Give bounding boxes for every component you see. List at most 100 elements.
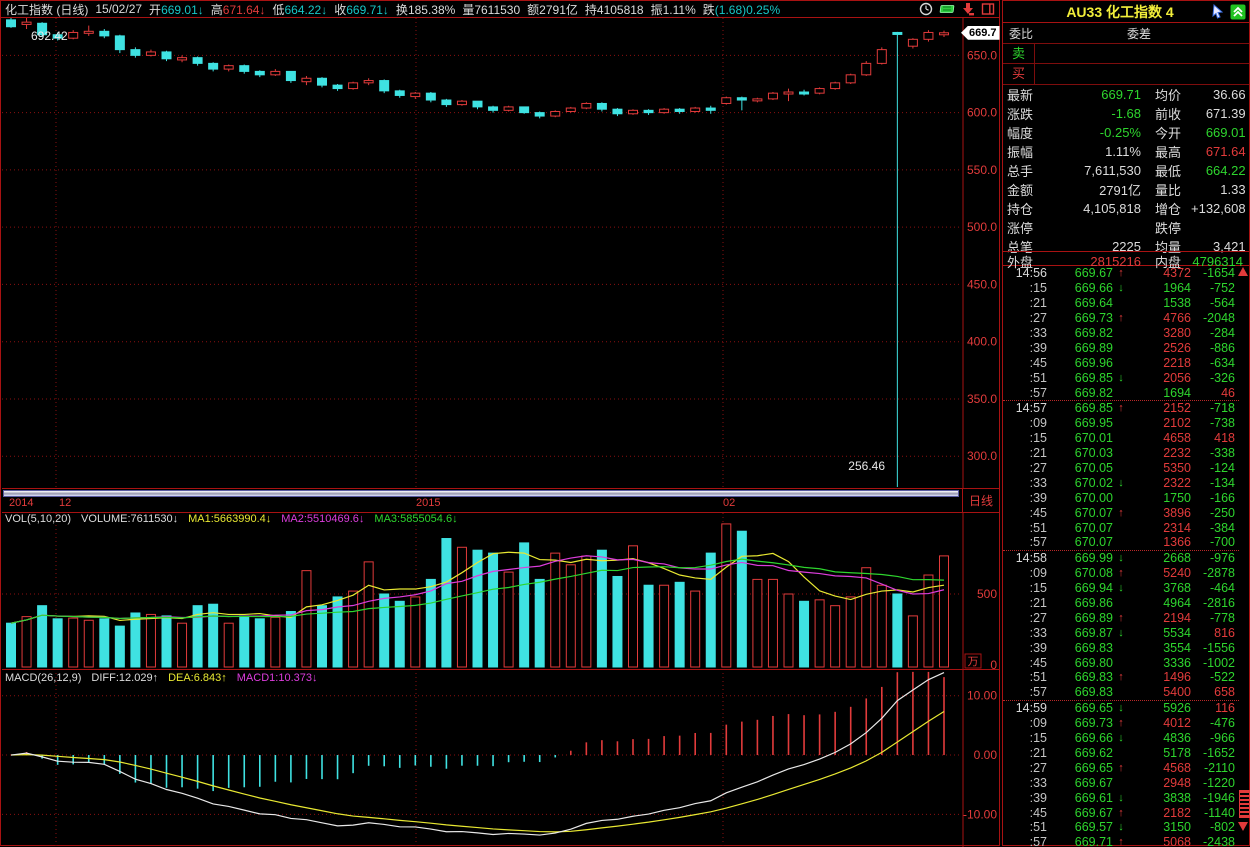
tick-row[interactable]: :57 670.07 1366 -700 [1029, 535, 1235, 550]
svg-text:0.00: 0.00 [974, 748, 998, 762]
x-axis-strip [2, 488, 962, 513]
scrollbar-thumb[interactable] [1239, 790, 1250, 818]
tick-row[interactable]: :51 669.57 ↓ 3150 -802 [1029, 820, 1235, 835]
outer-label: 外盘 [1007, 255, 1034, 270]
tick-row[interactable]: :15 669.66 ↓ 4836 -966 [1029, 731, 1235, 746]
tick-row[interactable]: :39 669.89 2526 -886 [1029, 340, 1235, 355]
clock-icon[interactable] [919, 2, 933, 16]
svg-text:400.0: 400.0 [967, 335, 997, 349]
sell-label: 卖 [1003, 44, 1035, 63]
quote-field: 低664.22↓ [272, 2, 328, 17]
svg-text:450.0: 450.0 [967, 277, 997, 291]
quote-row: 涨停 跌停 [1007, 221, 1182, 236]
volume-chart[interactable]: 500 0万 [1, 513, 1001, 671]
x-axis-label: 2015 [416, 497, 441, 509]
macd-chart[interactable]: 10.00 0.00 -10.00 [1, 669, 1001, 847]
collapse-icon[interactable] [1230, 4, 1246, 20]
svg-text:650.0: 650.0 [967, 48, 997, 62]
tick-row[interactable]: :39 669.61 ↓ 3838 -1946 [1029, 790, 1235, 805]
tick-row[interactable]: :57 669.83 5400 658 [1029, 685, 1235, 700]
tick-row[interactable]: :33 670.02 ↓ 2322 -134 [1029, 475, 1235, 490]
quote-field: 持4105818 [584, 2, 644, 17]
contract-title: AU33 化工指数 4 [1066, 3, 1174, 20]
tick-row[interactable]: :51 670.07 2314 -384 [1029, 520, 1235, 535]
tick-row[interactable]: :15 669.94 ↓ 3768 -464 [1029, 581, 1235, 596]
quote-panel-header: AU33 化工指数 4 [1003, 1, 1249, 23]
tick-row[interactable]: :15 669.66 ↓ 1964 -752 [1029, 281, 1235, 296]
quote-row: 振幅 1.11% 最高 671.64 [1007, 144, 1246, 160]
pointer-icon[interactable] [1211, 3, 1227, 20]
scroll-up-arrow[interactable] [1238, 267, 1248, 276]
tick-row[interactable]: :45 669.67 ↑ 2182 -1140 [1029, 805, 1235, 820]
tick-row[interactable]: :27 670.05 5350 -124 [1029, 461, 1235, 476]
chart-panel: 化工指数 (日线) 15/02/27 开669.01↓ 高671.64↓ 低664.… [0, 0, 1001, 847]
tick-row[interactable]: :27 669.89 ↑ 2194 -778 [1029, 610, 1235, 625]
tick-row[interactable]: :33 669.67 2948 -1220 [1029, 775, 1235, 790]
tick-row[interactable]: :51 669.85 ↓ 2056 -326 [1029, 370, 1235, 385]
tick-row[interactable]: :39 669.83 3554 -1556 [1029, 640, 1235, 655]
quote-field: 换185.38% [395, 2, 456, 17]
volume-indicator-header: VOL(5,10,20) VOLUME:7611530↓ MA1:5663990.4… [5, 513, 458, 527]
chip-icon[interactable] [939, 2, 955, 16]
sell-queue-row[interactable]: 卖 [1003, 44, 1249, 64]
panel-divider [2, 669, 999, 670]
tick-row[interactable]: :33 669.87 ↓ 5534 816 [1029, 625, 1235, 640]
tick-row[interactable]: :27 669.73 ↑ 4766 -2048 [1029, 311, 1235, 326]
tick-row[interactable]: :45 669.80 3336 -1002 [1029, 655, 1235, 670]
tick-row[interactable]: :09 669.73 ↑ 4012 -476 [1029, 716, 1235, 731]
quote-row: 最新 669.71 均价 36.66 [1007, 87, 1246, 103]
tick-row[interactable]: :45 669.96 2218 -634 [1029, 355, 1235, 370]
tick-row[interactable]: :21 670.03 2232 -338 [1029, 446, 1235, 461]
macd-indicator-header: MACD(26,12,9) DIFF:12.029↑ DEA:6.843↑ MACD1… [5, 672, 317, 686]
outer-inner-row: 外盘 2815216 内盘 4796314 [1003, 251, 1249, 270]
tick-row[interactable]: :09 669.95 2102 -738 [1029, 416, 1235, 431]
svg-text:-10.00: -10.00 [963, 807, 997, 821]
tick-row[interactable]: :45 670.07 ↑ 3896 -250 [1029, 505, 1235, 520]
tick-row[interactable]: :33 669.82 3280 -284 [1029, 326, 1235, 340]
indicator-value: MA2:5510469.6↓ [281, 513, 365, 525]
volume-unit-label: 万 [968, 656, 979, 668]
tick-row[interactable]: :09 670.08 ↑ 5240 -2878 [1029, 566, 1235, 581]
indicator-value: DEA:6.843↑ [168, 672, 227, 684]
candlestick-chart[interactable]: 650.0 600.0 550.0 500.0 450.0 400.0 350.0 300.0… [1, 18, 1001, 488]
download-icon[interactable] [961, 2, 975, 16]
svg-text:0: 0 [990, 658, 997, 671]
tick-row[interactable]: :15 670.01 4658 418 [1029, 431, 1235, 446]
low-annotation: 256.46 [848, 459, 885, 473]
weibi-label: 委比 [1009, 26, 1034, 41]
tick-row[interactable]: :51 669.83 ↑ 1496 -522 [1029, 670, 1235, 685]
tick-row[interactable]: :21 669.64 1538 -564 [1029, 296, 1235, 311]
scroll-down-arrow[interactable] [1238, 822, 1248, 831]
quote-header-icons [1211, 3, 1249, 20]
tick-row[interactable]: :21 669.62 5178 -1652 [1029, 745, 1235, 760]
buy-label: 买 [1003, 64, 1035, 84]
tick-row[interactable]: :57 669.82 1694 46 [1029, 385, 1235, 400]
svg-text:10.00: 10.00 [967, 689, 997, 703]
quote-row: 总手 7,611,530 最低 664.22 [1007, 163, 1246, 179]
quote-field: 开669.01↓ [149, 2, 204, 17]
tick-row[interactable]: :39 670.00 1750 -166 [1029, 490, 1235, 505]
tick-row[interactable]: 14:58 669.99 ↓ 2668 -976 [1003, 549, 1239, 566]
x-axis-label: 12 [59, 497, 72, 509]
last-price-badge: 669.7 [961, 25, 1000, 40]
tick-row[interactable]: :21 669.86 4964 -2816 [1029, 596, 1235, 611]
horizontal-scrollbar[interactable] [3, 490, 959, 497]
tick-row[interactable]: :57 669.71 ↑ 5068 -2438 [1029, 835, 1235, 847]
svg-text:350.0: 350.0 [967, 392, 997, 406]
inner-label: 内盘 [1155, 255, 1182, 270]
quote-field: 额2791亿 [527, 2, 578, 17]
svg-text:500: 500 [977, 587, 997, 601]
order-ratio-row: 委比 委差 [1003, 23, 1249, 44]
buy-queue-row[interactable]: 买 [1003, 64, 1249, 85]
tick-row[interactable]: 14:56 669.67 ↑ 4372 -1654 [1015, 266, 1235, 281]
quote-row: 涨跌 -1.68 前收 671.39 [1007, 106, 1246, 122]
window-icon[interactable] [981, 2, 995, 16]
period-label[interactable]: 日线 [962, 488, 1000, 513]
x-axis-label: 02 [723, 497, 736, 509]
tick-row[interactable]: 14:57 669.85 ↑ 2152 -718 [1003, 400, 1239, 416]
quote-row: 幅度 -0.25% 今开 669.01 [1007, 125, 1246, 141]
tick-row[interactable]: 14:59 669.65 ↓ 5926 116 [1003, 699, 1239, 716]
ohlc-summary: 开669.01↓ 高671.64↓ 低664.22↓ 收669.71↓ 换185.38%… [149, 1, 780, 17]
indicator-value: MACD1:10.373↓ [236, 672, 318, 684]
tick-row[interactable]: :27 669.65 ↑ 4568 -2110 [1029, 760, 1235, 775]
